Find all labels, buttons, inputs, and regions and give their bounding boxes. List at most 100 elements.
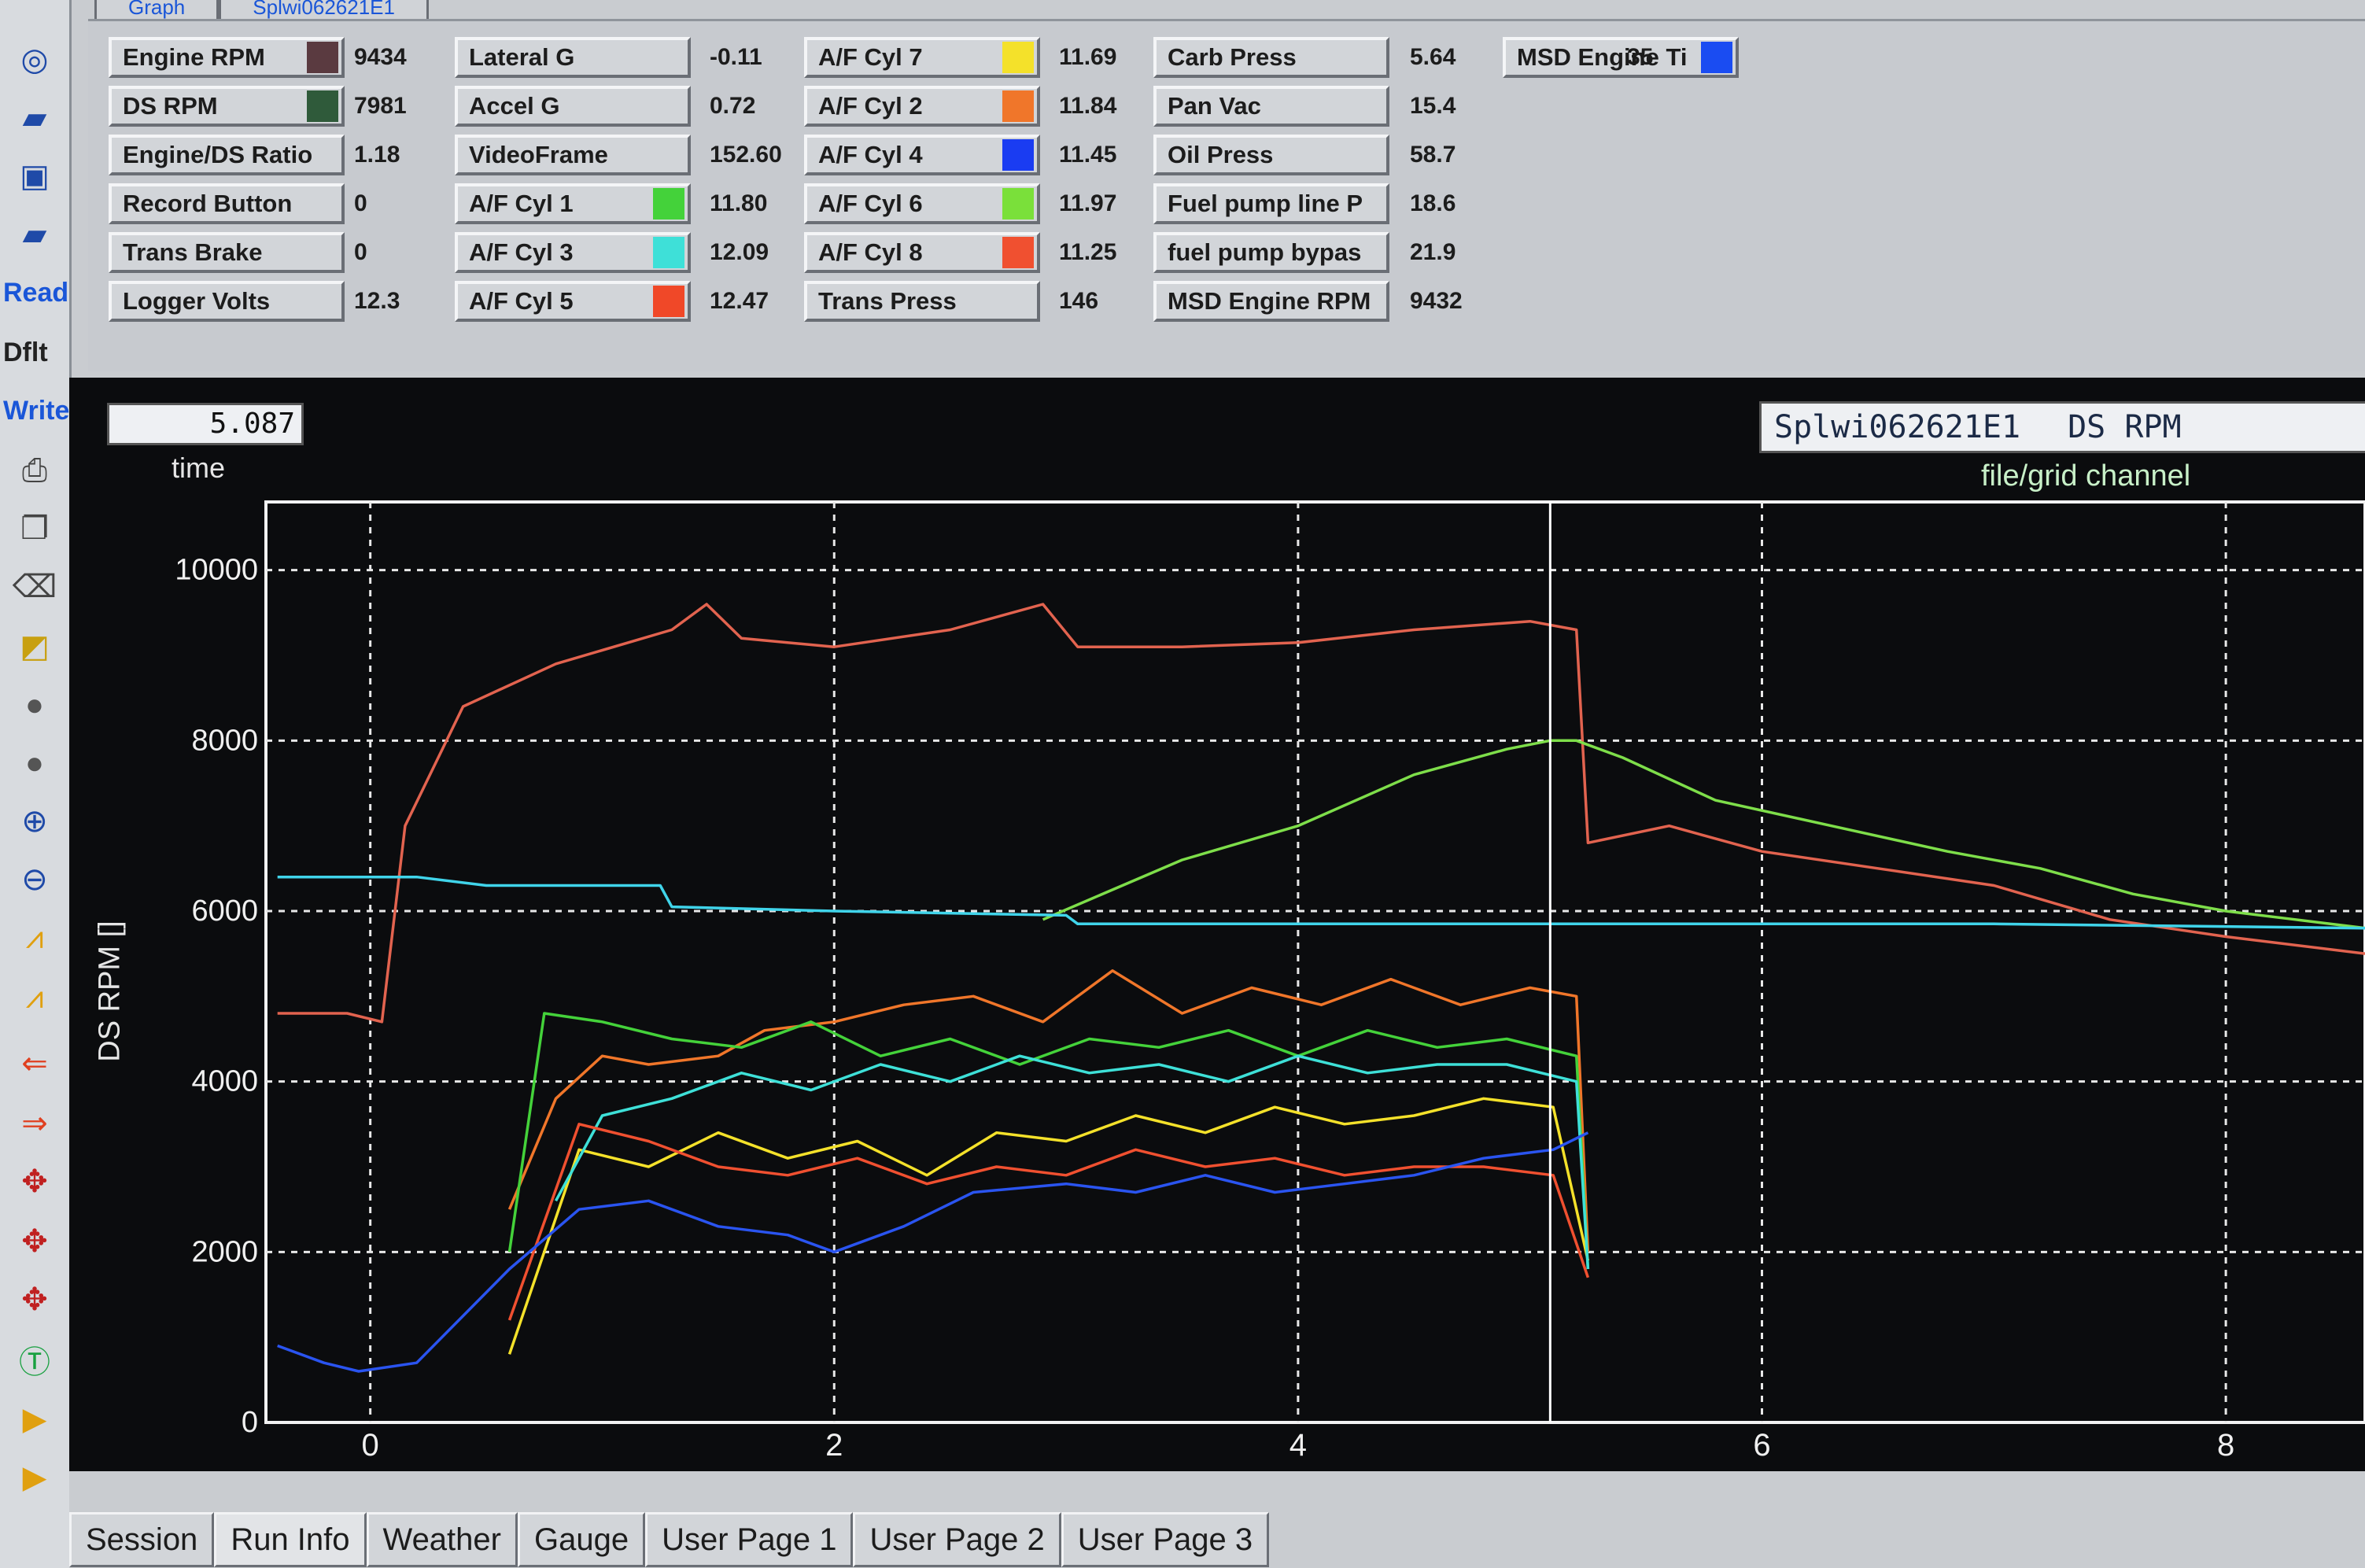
cursor-move-icon[interactable]: ✥ <box>21 1164 48 1199</box>
zoom-out-icon[interactable]: ⊖ <box>21 862 48 897</box>
line-chart[interactable]: 0 2000 4000 6000 8000 10000 0 2 4 6 8 <box>69 378 2365 1471</box>
channel-value: 15.4 <box>1410 93 1456 119</box>
channel-button[interactable]: A/F Cyl 8 <box>804 232 1040 273</box>
tab-user-page-1[interactable]: User Page 1 <box>645 1512 854 1567</box>
channel-a-f-cyl-8[interactable]: A/F Cyl 8 11.25 <box>804 232 1169 273</box>
waveform-add-icon[interactable]: ⩘ <box>25 920 44 955</box>
channel-a-f-cyl-6[interactable]: A/F Cyl 6 11.97 <box>804 183 1169 224</box>
channel-button[interactable]: VideoFrame <box>455 135 691 175</box>
channel-button[interactable]: A/F Cyl 4 <box>804 135 1040 175</box>
channel-engine-rpm[interactable]: Engine RPM 9434 <box>109 37 464 78</box>
channel-button[interactable]: Trans Press <box>804 281 1040 322</box>
channel-trans-press[interactable]: Trans Press 146 <box>804 281 1169 322</box>
channel-button[interactable]: MSD Engine Ti <box>1503 37 1739 78</box>
channel-a-f-cyl-5[interactable]: A/F Cyl 5 12.47 <box>455 281 820 322</box>
read-button[interactable]: Read <box>3 277 69 308</box>
y-tick-label: 2000 <box>191 1235 258 1268</box>
eraser-icon[interactable]: ⌫ <box>12 570 57 604</box>
channel-button[interactable]: A/F Cyl 1 <box>455 183 691 224</box>
channel-button[interactable]: DS RPM <box>109 86 345 127</box>
marker-icon[interactable]: ◩ <box>20 629 50 664</box>
channel-engine-ds-ratio[interactable]: Engine/DS Ratio 1.18 <box>109 135 464 175</box>
tab-session[interactable]: Session <box>69 1512 215 1567</box>
channel-logger-volts[interactable]: Logger Volts 12.3 <box>109 281 464 322</box>
gauge-icon[interactable]: ◎ <box>20 42 49 77</box>
printer-icon[interactable]: ⎙ <box>22 452 47 488</box>
channel-button[interactable]: A/F Cyl 3 <box>455 232 691 273</box>
default-button[interactable]: Dflt <box>3 337 48 367</box>
channel-accel-g[interactable]: Accel G 0.72 <box>455 86 820 127</box>
cursor-sync-icon[interactable]: ✥ <box>21 1282 48 1317</box>
open-folder-icon[interactable]: ▰ <box>22 101 47 135</box>
tab-file[interactable]: Splwi062621E1 <box>219 0 429 21</box>
channel-button[interactable]: A/F Cyl 6 <box>804 183 1040 224</box>
channel-button[interactable]: Trans Brake <box>109 232 345 273</box>
channel-msd-engine-ti[interactable]: MSD Engine Ti 35 <box>1503 37 1739 78</box>
channel-button[interactable]: fuel pump bypas <box>1153 232 1389 273</box>
tab-user-page-3[interactable]: User Page 3 <box>1061 1512 1270 1567</box>
channel-value: 11.80 <box>710 190 768 216</box>
channel-carb-press[interactable]: Carb Press 5.64 <box>1153 37 1520 78</box>
y-tick-label: 6000 <box>191 895 258 928</box>
waveform-remove-icon[interactable]: ⩘ <box>25 980 44 1015</box>
channel-button[interactable]: Record Button <box>109 183 345 224</box>
channel-lateral-g[interactable]: Lateral G -0.11 <box>455 37 820 78</box>
channel-button[interactable]: MSD Engine RPM <box>1153 281 1389 322</box>
channel-button[interactable]: Pan Vac <box>1153 86 1389 127</box>
series-line-8 <box>507 1123 1590 1321</box>
channel-value: 5.64 <box>1410 44 1456 70</box>
channel-oil-press[interactable]: Oil Press 58.7 <box>1153 135 1520 175</box>
write-button[interactable]: Write <box>3 395 70 426</box>
channel-button[interactable]: Engine RPM <box>109 37 345 78</box>
zoom-reset-icon[interactable]: ● <box>24 745 45 780</box>
x-tick-label: 4 <box>1289 1428 1307 1463</box>
channel-button[interactable]: A/F Cyl 7 <box>804 37 1040 78</box>
channel-msd-engine-rpm[interactable]: MSD Engine RPM 9432 <box>1153 281 1520 322</box>
channel-fuel-pump-bypas[interactable]: fuel pump bypas 21.9 <box>1153 232 1520 273</box>
text-icon[interactable]: Ⓣ <box>19 1345 50 1380</box>
open-folder-icon-2[interactable]: ▰ <box>22 217 47 252</box>
channel-fuel-pump-line-p[interactable]: Fuel pump line P 18.6 <box>1153 183 1520 224</box>
y-tick-label: 4000 <box>191 1065 258 1098</box>
channel-button[interactable]: Carb Press <box>1153 37 1389 78</box>
series-line-3 <box>277 875 2365 930</box>
channel-a-f-cyl-4[interactable]: A/F Cyl 4 11.45 <box>804 135 1169 175</box>
channel-a-f-cyl-3[interactable]: A/F Cyl 3 12.09 <box>455 232 820 273</box>
channel-a-f-cyl-7[interactable]: A/F Cyl 7 11.69 <box>804 37 1169 78</box>
zoom-in-icon[interactable]: ⊕ <box>21 804 48 839</box>
tab-user-page-2[interactable]: User Page 2 <box>853 1512 1061 1567</box>
cursor-step-icon[interactable]: ✥ <box>21 1224 48 1259</box>
channel-button[interactable]: Accel G <box>455 86 691 127</box>
channel-a-f-cyl-1[interactable]: A/F Cyl 1 11.80 <box>455 183 820 224</box>
import-icon[interactable]: ▶ <box>22 1460 47 1495</box>
channel-value: 12.47 <box>710 288 769 314</box>
zoom-fit-icon[interactable]: ● <box>24 687 45 722</box>
channel-value: 11.69 <box>1059 44 1117 70</box>
tab-gauge[interactable]: Gauge <box>517 1512 646 1567</box>
channel-value: -0.11 <box>710 44 762 70</box>
channel-color-swatch <box>653 188 684 220</box>
channel-record-button[interactable]: Record Button 0 <box>109 183 464 224</box>
channel-button[interactable]: Fuel pump line P <box>1153 183 1389 224</box>
channel-a-f-cyl-2[interactable]: A/F Cyl 2 11.84 <box>804 86 1169 127</box>
arrow-right-icon[interactable]: ⇒ <box>21 1106 48 1141</box>
channel-button[interactable]: Logger Volts <box>109 281 345 322</box>
channel-pan-vac[interactable]: Pan Vac 15.4 <box>1153 86 1520 127</box>
channel-button[interactable]: A/F Cyl 2 <box>804 86 1040 127</box>
channel-trans-brake[interactable]: Trans Brake 0 <box>109 232 464 273</box>
tab-weather[interactable]: Weather <box>366 1512 518 1567</box>
channel-button[interactable]: A/F Cyl 5 <box>455 281 691 322</box>
channel-button[interactable]: Lateral G <box>455 37 691 78</box>
channel-button[interactable]: Oil Press <box>1153 135 1389 175</box>
channel-videoframe[interactable]: VideoFrame 152.60 <box>455 135 820 175</box>
channel-color-swatch <box>1002 237 1034 268</box>
copy-icon[interactable]: ❐ <box>20 511 49 546</box>
arrow-left-icon[interactable]: ⇐ <box>21 1046 48 1081</box>
tab-run-info[interactable]: Run Info <box>214 1512 367 1567</box>
save-icon[interactable]: ▣ <box>20 159 50 194</box>
export-icon[interactable]: ▶ <box>22 1402 47 1437</box>
channel-ds-rpm[interactable]: DS RPM 7981 <box>109 86 464 127</box>
file-channel-box[interactable]: Splwi062621E1 DS RPM <box>1759 401 2365 453</box>
channel-button[interactable]: Engine/DS Ratio <box>109 135 345 175</box>
tab-graph[interactable]: Graph <box>94 0 220 21</box>
